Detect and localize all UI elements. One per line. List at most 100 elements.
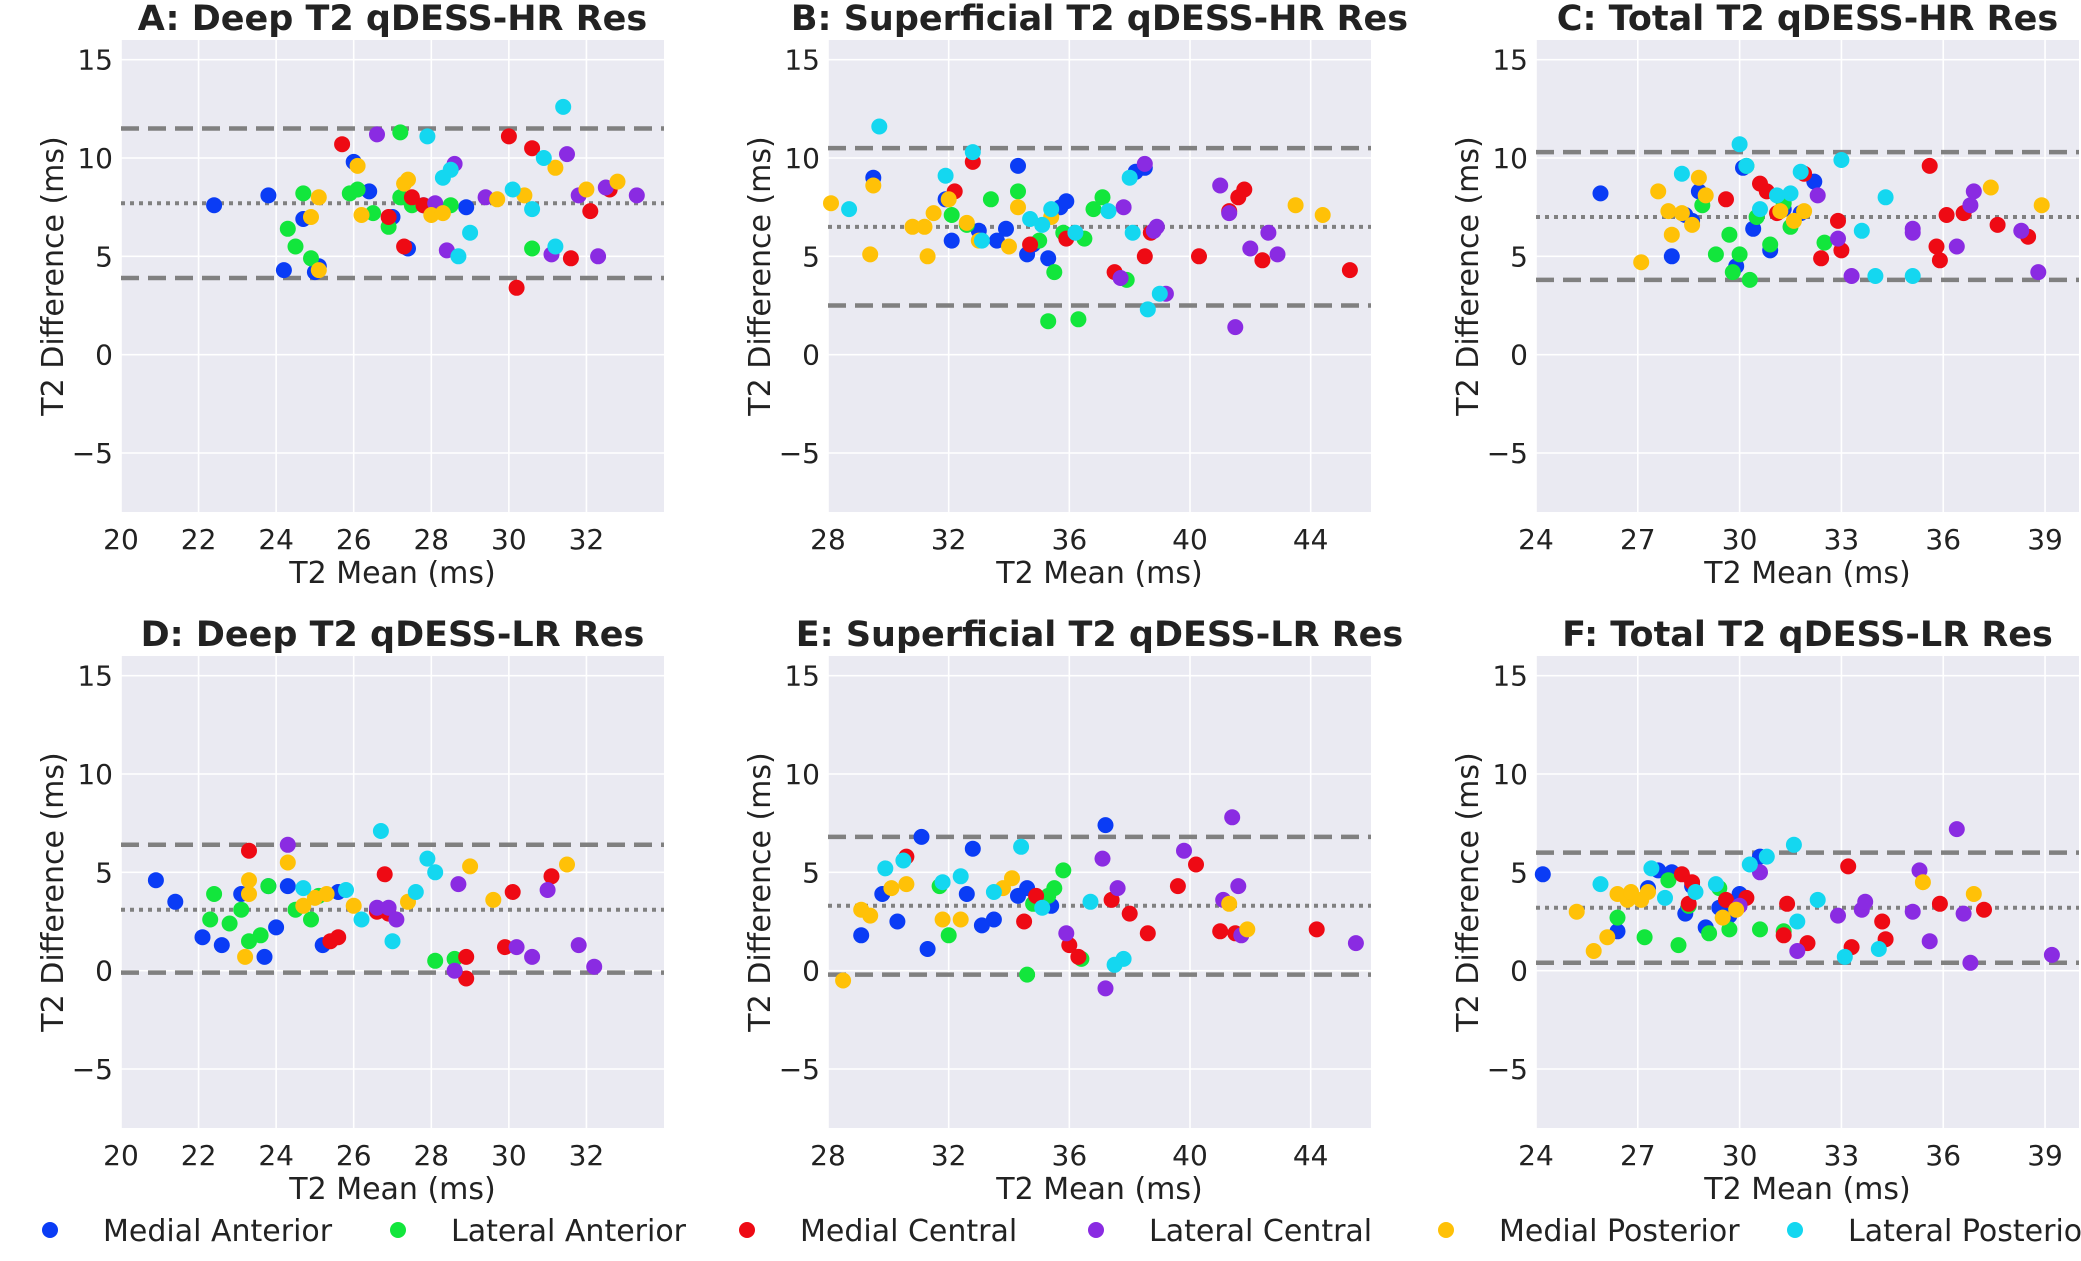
data-point [1830, 212, 1846, 229]
data-point [919, 941, 936, 957]
data-point [1707, 246, 1724, 263]
data-point [916, 218, 933, 235]
data-point [1796, 203, 1813, 220]
data-point [1962, 954, 1979, 971]
legend-item-lateral-anterior: Lateral Anterior [390, 1214, 687, 1249]
data-point [1010, 199, 1026, 216]
data-point [403, 189, 420, 206]
plot-background [828, 40, 1371, 512]
data-point [1714, 909, 1731, 926]
data-point [1136, 155, 1153, 172]
data-point [508, 939, 525, 956]
data-point [400, 171, 416, 188]
data-point [1948, 821, 1965, 838]
x-tick-label: 22 [181, 1139, 217, 1172]
data-point [330, 929, 347, 946]
data-point [1254, 252, 1271, 269]
x-tick-label: 27 [1620, 523, 1656, 556]
series-lateral-posterior [877, 838, 1132, 973]
data-point [1643, 860, 1660, 877]
data-point [1058, 193, 1075, 210]
data-point [1962, 197, 1979, 214]
data-point [1904, 220, 1921, 237]
data-point [442, 161, 459, 178]
data-point [1785, 212, 1802, 229]
y-tick-label: 10 [77, 142, 113, 175]
data-point [1224, 809, 1241, 826]
x-tick-label: 36 [1052, 523, 1088, 556]
panel-b: 28 32 36 40 44 −5 0 5 10 15 T2 Mean (ms) T2 Differe… [743, 0, 1408, 591]
y-tick-label: 5 [95, 240, 113, 273]
data-point [1830, 907, 1846, 924]
data-point [334, 136, 351, 153]
x-tick-label: 28 [810, 1139, 846, 1172]
data-point [1660, 203, 1677, 220]
data-point [524, 201, 541, 218]
data-point [1308, 921, 1325, 938]
data-point [376, 866, 393, 883]
data-point [450, 248, 467, 265]
data-point [338, 882, 354, 898]
data-point [1670, 937, 1687, 954]
data-point [372, 823, 389, 839]
plot-background [1536, 40, 2079, 512]
data-point [1721, 226, 1738, 243]
data-point [1843, 268, 1860, 284]
x-axis-label: T2 Mean (ms) [1703, 556, 1910, 591]
x-tick-label: 28 [413, 1139, 449, 1172]
data-point [1752, 921, 1768, 938]
data-point [1762, 236, 1779, 253]
x-tick-label: 40 [1172, 523, 1208, 556]
data-point [1221, 895, 1238, 912]
data-point [1853, 222, 1870, 239]
legend-label: Lateral Central [1149, 1214, 1372, 1249]
y-axis-label: T2 Difference (ms) [743, 752, 778, 1032]
data-point [913, 828, 930, 845]
data-point [1663, 248, 1680, 265]
x-tick-label: 28 [810, 523, 846, 556]
data-point [1094, 189, 1111, 206]
legend-label: Lateral Posterior [1848, 1214, 2081, 1249]
data-point [310, 189, 327, 206]
data-point [1867, 268, 1884, 284]
x-tick-label: 39 [2027, 523, 2063, 556]
data-point [562, 250, 579, 267]
data-point [233, 901, 250, 918]
data-point [1718, 191, 1734, 208]
data-point [1124, 224, 1141, 241]
data-point [407, 884, 424, 900]
y-tick-label: 10 [1492, 758, 1528, 791]
data-point [1121, 169, 1138, 186]
data-point [1139, 925, 1156, 942]
data-point [877, 860, 894, 877]
data-point [539, 882, 556, 898]
data-point [1169, 878, 1186, 895]
legend-item-medial-central: Medial Central [739, 1214, 1017, 1249]
data-point [835, 972, 852, 989]
data-point [1022, 236, 1039, 253]
data-point [252, 927, 269, 944]
y-tick-label: −5 [72, 1053, 113, 1086]
data-point [1680, 895, 1697, 912]
data-point [1874, 913, 1891, 930]
data-point [1640, 884, 1656, 900]
panel-c: 24 27 30 33 36 39 −5 0 5 10 15 T2 Mean (ms) T2 Diffe… [1451, 0, 2079, 591]
legend-marker [42, 1222, 58, 1238]
data-point [202, 911, 219, 928]
data-point [1112, 270, 1129, 286]
data-point [1103, 891, 1120, 908]
data-point [943, 207, 960, 223]
data-point [369, 899, 385, 916]
y-tick-label: 5 [802, 240, 820, 273]
data-point [1239, 921, 1256, 938]
panel-e: 28 32 36 40 44 −5 0 5 10 15 T2 Mean (ms) T2 Differe… [743, 615, 1403, 1207]
data-point [1728, 901, 1745, 918]
x-tick-label: 24 [258, 523, 294, 556]
data-point [1840, 858, 1857, 875]
data-point [865, 177, 882, 194]
data-point [1347, 935, 1364, 952]
y-tick-label: −5 [1487, 437, 1528, 470]
data-point [1019, 966, 1036, 983]
data-point [1633, 254, 1650, 271]
